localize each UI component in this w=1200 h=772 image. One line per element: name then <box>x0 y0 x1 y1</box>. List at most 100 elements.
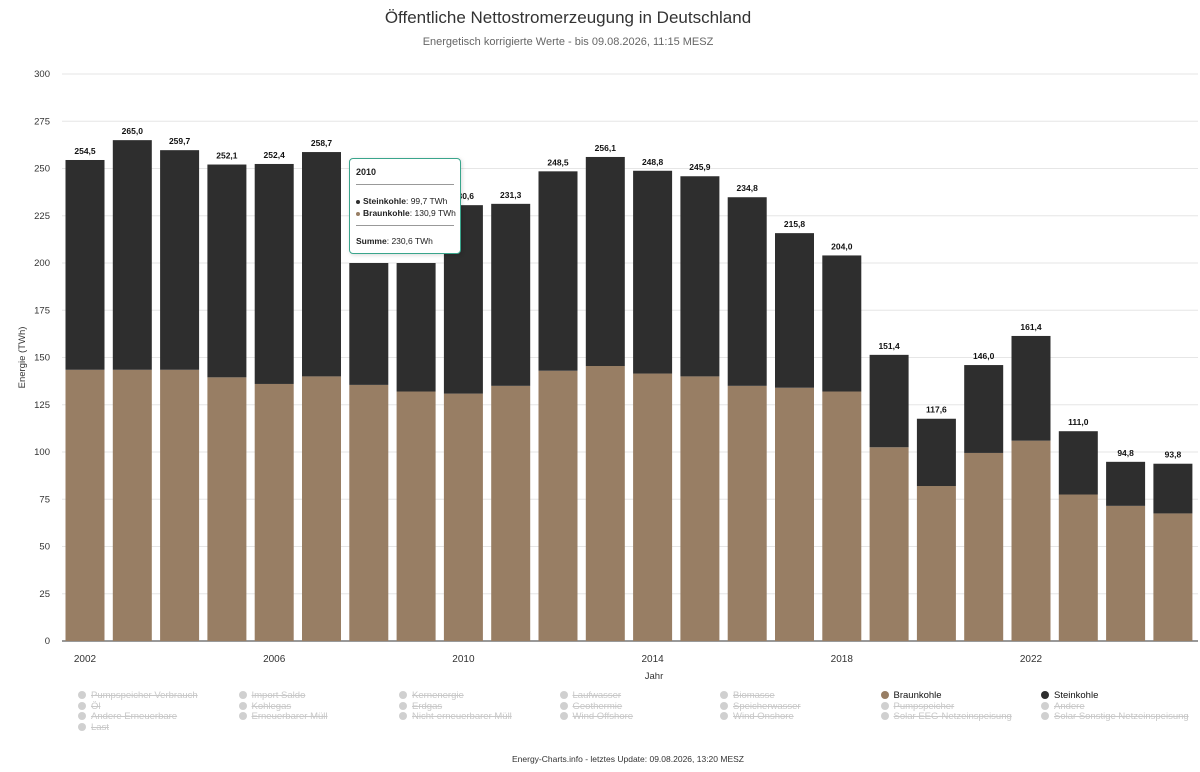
legend-item[interactable]: Geothermie <box>559 700 623 712</box>
data-label: 256,1 <box>595 143 617 153</box>
legend-swatch-icon <box>880 712 889 720</box>
data-label: 204,0 <box>831 241 853 251</box>
footer-credit: Energy-Charts.info - letztes Update: 09.… <box>512 754 744 764</box>
legend-item[interactable]: Öl <box>78 701 101 712</box>
bar-braunkohle <box>869 447 909 641</box>
legend-item-label: Steinkohle <box>1054 690 1099 701</box>
tooltip-sum-label: Summe <box>356 236 387 246</box>
legend-item[interactable]: Erdgas <box>399 701 442 712</box>
legend-item[interactable]: Braunkohle <box>880 690 942 701</box>
data-label: 252,4 <box>264 150 286 160</box>
data-label: 252,1 <box>216 151 238 161</box>
tooltip-row-label: Braunkohle <box>363 208 410 218</box>
bar-steinkohle <box>207 164 247 378</box>
legend-item[interactable]: Andere <box>1041 701 1085 712</box>
bar-steinkohle <box>160 150 200 370</box>
legend-item[interactable]: Pumpspeicher Verbrauch <box>78 690 198 701</box>
legend-item[interactable]: Last <box>78 722 109 733</box>
legend-item[interactable]: Biomasse <box>720 690 775 701</box>
legend-item-label: Solar EEG-Netzeinspeisung <box>893 711 1012 722</box>
legend: Pumpspeicher Verbrauch Import Saldo Kernen… <box>78 690 1198 738</box>
bar-braunkohle <box>349 384 389 641</box>
legend-item[interactable]: Erneuerbarer Müll <box>238 711 328 722</box>
bar-braunkohle <box>491 385 531 641</box>
bar-steinkohle <box>112 140 152 370</box>
y-tick-label: 200 <box>34 258 50 269</box>
legend-item-label: Pumpspeicher Verbrauch <box>91 690 198 701</box>
bar-steinkohle <box>964 365 1004 453</box>
bar-steinkohle <box>1106 461 1146 506</box>
legend-item-label: Erdgas <box>412 700 443 712</box>
legend-swatch-icon <box>559 691 568 699</box>
legend-swatch-icon <box>1041 712 1049 720</box>
legend-item-label: Erneuerbarer Müll <box>251 711 328 722</box>
steinkohle-dot-icon <box>356 199 360 204</box>
bar-braunkohle <box>633 373 673 641</box>
x-tick-label: 2022 <box>1020 654 1043 665</box>
legend-item[interactable]: Solar EEG-Netzeinspeisung <box>880 711 1012 722</box>
tooltip-sum: Summe: 230,6 TWh <box>356 236 433 246</box>
legend-item-label: Braunkohle <box>893 690 942 701</box>
legend-item[interactable]: Import Saldo <box>238 690 305 701</box>
legend-swatch-icon <box>399 712 407 720</box>
data-label: 254,5 <box>74 146 96 156</box>
legend-item[interactable]: Pumpspeicher <box>880 701 954 712</box>
legend-item-label: Laufwasser <box>572 690 622 701</box>
legend-item[interactable]: Nicht-erneuerbarer Müll <box>399 711 512 722</box>
legend-swatch-icon <box>1041 701 1049 710</box>
x-axis-title: Jahr <box>645 671 663 682</box>
legend-swatch-icon <box>238 712 247 720</box>
bar-braunkohle <box>207 377 247 641</box>
bar-steinkohle <box>1058 431 1098 495</box>
legend-swatch-icon <box>559 701 568 710</box>
bar-steinkohle <box>396 263 436 392</box>
bar-braunkohle <box>112 369 152 641</box>
bar-braunkohle <box>160 369 200 641</box>
legend-swatch-icon <box>559 712 568 720</box>
bar-braunkohle <box>822 391 862 641</box>
legend-item[interactable]: Kernenergie <box>399 690 464 701</box>
legend-swatch-icon <box>880 701 889 710</box>
legend-swatch-icon <box>238 701 247 710</box>
bar-steinkohle <box>302 152 341 377</box>
y-tick-label: 100 <box>34 447 50 458</box>
legend-item[interactable]: Andere Erneuerbare <box>78 711 177 722</box>
legend-item[interactable]: Wind Offshore <box>559 711 634 722</box>
legend-swatch-icon <box>720 712 728 720</box>
y-tick-label: 50 <box>39 542 50 553</box>
bar-braunkohle <box>680 376 720 641</box>
legend-item-label: Geothermie <box>572 700 623 712</box>
y-tick-label: 150 <box>34 353 50 364</box>
bar-steinkohle <box>680 176 720 377</box>
legend-item[interactable]: Laufwasser <box>559 690 622 701</box>
legend-swatch-icon <box>399 691 407 699</box>
bar-steinkohle <box>1153 463 1193 514</box>
legend-item-label: Wind Offshore <box>572 711 634 722</box>
braunkohle-dot-icon <box>356 211 360 216</box>
legend-item-label: Biomasse <box>733 690 775 701</box>
legend-item[interactable]: Steinkohle <box>1041 690 1098 701</box>
bar-steinkohle <box>585 156 625 367</box>
data-label: 248,5 <box>547 157 569 167</box>
legend-swatch-icon <box>880 691 889 699</box>
legend-swatch-icon <box>238 691 247 699</box>
bar-steinkohle <box>491 203 531 386</box>
bar-steinkohle <box>822 255 862 392</box>
legend-item[interactable]: Wind Onshore <box>720 711 794 722</box>
bar-braunkohle <box>727 385 767 641</box>
bar-steinkohle <box>538 171 578 371</box>
legend-item[interactable]: Kohlegas <box>238 700 292 712</box>
legend-item[interactable]: Speicherwasser <box>720 701 801 712</box>
bar-braunkohle <box>585 366 625 641</box>
legend-swatch-icon <box>78 701 86 710</box>
data-label: 93,8 <box>1165 450 1182 460</box>
data-label: 117,6 <box>926 405 947 415</box>
data-label: 215,8 <box>784 219 806 229</box>
legend-item[interactable]: Solar Sonstige Netzeinspeisung <box>1041 711 1189 722</box>
legend-item-label: Kohlegas <box>251 700 292 712</box>
legend-item-label: Andere Erneuerbare <box>91 711 178 722</box>
bar-braunkohle <box>1011 440 1051 641</box>
bar-braunkohle <box>916 486 956 641</box>
tooltip-row-label: Steinkohle <box>363 196 406 206</box>
